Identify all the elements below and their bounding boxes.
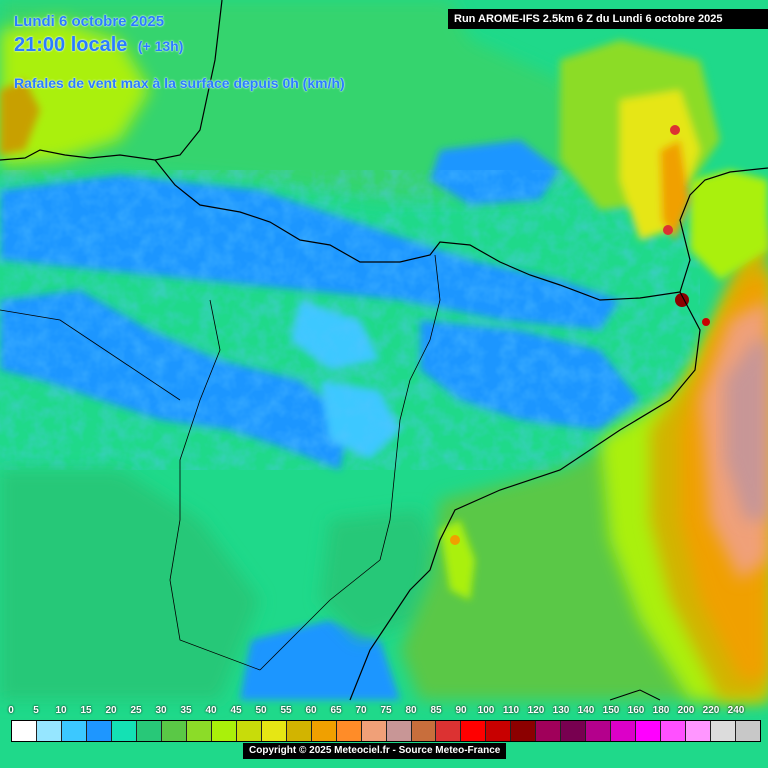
legend-label: 80 bbox=[405, 705, 417, 716]
legend-label: 200 bbox=[677, 705, 695, 716]
french-med-coast bbox=[679, 167, 768, 293]
legend-swatch bbox=[261, 721, 287, 741]
legend-label: 70 bbox=[355, 705, 367, 716]
inner-border-4 bbox=[259, 559, 381, 671]
legend-swatch bbox=[486, 721, 512, 741]
legend-label: 220 bbox=[702, 705, 720, 716]
legend-label: 120 bbox=[527, 705, 545, 716]
legend-swatch bbox=[136, 721, 162, 741]
legend-label: 5 bbox=[33, 705, 39, 716]
legend-swatch bbox=[611, 721, 637, 741]
legend-label: 15 bbox=[80, 705, 92, 716]
inner-border-3 bbox=[0, 309, 181, 401]
legend-swatch bbox=[411, 721, 437, 741]
sea-mauve bbox=[725, 340, 768, 520]
legend-label: 150 bbox=[602, 705, 620, 716]
legend-label: 30 bbox=[155, 705, 167, 716]
legend-swatch bbox=[86, 721, 112, 741]
legend-label: 90 bbox=[455, 705, 467, 716]
south-green bbox=[320, 510, 440, 640]
offshore-green bbox=[440, 520, 475, 600]
legend-label: 130 bbox=[552, 705, 570, 716]
red-hotspot bbox=[702, 318, 710, 326]
legend-swatch bbox=[561, 721, 587, 741]
run-info-banner: Run AROME-IFS 2.5km 6 Z du Lundi 6 octob… bbox=[448, 9, 768, 29]
legend-swatch bbox=[336, 721, 362, 741]
legend-label: 35 bbox=[180, 705, 192, 716]
nw-strong-gusts bbox=[0, 20, 150, 165]
legend-label: 100 bbox=[477, 705, 495, 716]
legend-label: 55 bbox=[280, 705, 292, 716]
legend-swatch bbox=[311, 721, 337, 741]
legend-swatch bbox=[286, 721, 312, 741]
legend-swatch bbox=[661, 721, 687, 741]
nw-orange bbox=[0, 80, 40, 155]
legend-label: 45 bbox=[230, 705, 242, 716]
ne-hotspots bbox=[560, 40, 720, 240]
copyright: Copyright © 2025 Meteociel.fr - Source M… bbox=[243, 743, 507, 759]
legend-label: 10 bbox=[55, 705, 67, 716]
balearic-hint bbox=[609, 689, 661, 701]
legend-swatch bbox=[12, 721, 37, 741]
legend-swatch bbox=[161, 721, 187, 741]
legend-swatch bbox=[736, 721, 761, 741]
legend-swatch bbox=[586, 721, 612, 741]
southwest-lowlands bbox=[0, 470, 260, 700]
legend-label: 180 bbox=[652, 705, 670, 716]
legend-label: 110 bbox=[502, 705, 520, 716]
catalan-coast bbox=[349, 291, 701, 701]
legend-swatch bbox=[461, 721, 487, 741]
legend-label: 240 bbox=[727, 705, 745, 716]
legend-bar bbox=[11, 720, 761, 742]
legend-swatch bbox=[36, 721, 62, 741]
legend-label: 75 bbox=[380, 705, 392, 716]
bay-of-biscay-coast bbox=[0, 0, 223, 161]
legend-swatch bbox=[111, 721, 137, 741]
legend-swatch bbox=[386, 721, 412, 741]
legend-swatch bbox=[711, 721, 737, 741]
forecast-range: (+ 13h) bbox=[137, 38, 184, 54]
legend-label: 60 bbox=[305, 705, 317, 716]
parameter-title: Rafales de vent max à la surface depuis … bbox=[14, 75, 345, 91]
legend-label: 140 bbox=[577, 705, 595, 716]
legend-swatch bbox=[536, 721, 562, 741]
legend-labels: 0 5 10 15 20 25 30 35 40 45 50 55 60 65 70 75 80 85 90 100 1… bbox=[0, 702, 768, 718]
legend-label: 85 bbox=[430, 705, 442, 716]
inner-border-1 bbox=[379, 254, 441, 561]
forecast-time-group: 21:00 locale (+ 13h) bbox=[14, 34, 183, 57]
ebro-hotspot bbox=[450, 535, 460, 545]
legend-swatch bbox=[236, 721, 262, 741]
legend-swatch bbox=[511, 721, 537, 741]
pyrenees-border bbox=[154, 159, 681, 301]
color-legend: 0 5 10 15 20 25 30 35 40 45 50 55 60 65 70 75 80 85 90 100 1… bbox=[0, 702, 768, 768]
legend-swatch bbox=[61, 721, 87, 741]
orange-hotspot-ne1 bbox=[670, 125, 680, 135]
legend-swatch bbox=[436, 721, 462, 741]
legend-swatch bbox=[186, 721, 212, 741]
legend-label: 65 bbox=[330, 705, 342, 716]
orange-hotspot-ne2 bbox=[663, 225, 673, 235]
legend-label: 40 bbox=[205, 705, 217, 716]
legend-swatch bbox=[686, 721, 712, 741]
texture-noise bbox=[0, 170, 700, 470]
legend-swatch bbox=[211, 721, 237, 741]
gulf-of-lion-yellow bbox=[690, 170, 768, 280]
legend-label: 25 bbox=[130, 705, 142, 716]
legend-swatch bbox=[361, 721, 387, 741]
legend-label: 160 bbox=[627, 705, 645, 716]
forecast-time: 21:00 locale bbox=[14, 34, 128, 56]
legend-label: 20 bbox=[105, 705, 117, 716]
legend-label: 50 bbox=[255, 705, 267, 716]
inner-border-2 bbox=[169, 299, 261, 671]
forecast-date: Lundi 6 octobre 2025 bbox=[14, 13, 165, 30]
legend-label: 0 bbox=[8, 705, 14, 716]
legend-swatch bbox=[636, 721, 662, 741]
borders bbox=[0, 0, 768, 701]
